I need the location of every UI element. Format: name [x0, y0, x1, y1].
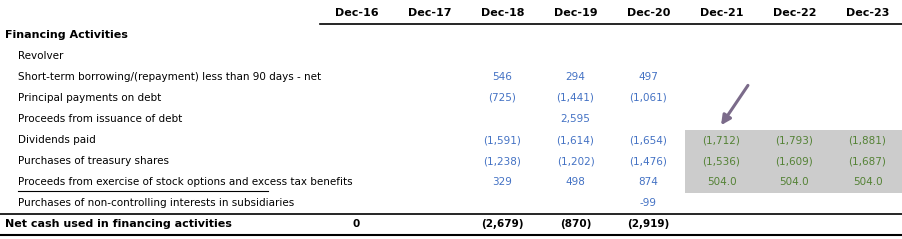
Text: (1,654): (1,654) [629, 135, 667, 145]
Text: Net cash used in financing activities: Net cash used in financing activities [5, 219, 232, 229]
Text: (1,609): (1,609) [775, 156, 813, 166]
Text: (870): (870) [559, 219, 591, 229]
Text: Dec-19: Dec-19 [553, 8, 596, 18]
Bar [685, 130, 902, 193]
Text: (1,536): (1,536) [702, 156, 740, 166]
Text: (2,919): (2,919) [627, 219, 669, 229]
Text: Proceeds from issuance of debt: Proceeds from issuance of debt [18, 114, 182, 124]
Text: -99: -99 [640, 198, 657, 208]
Text: (2,679): (2,679) [481, 219, 523, 229]
Text: Principal payments on debt: Principal payments on debt [18, 93, 161, 103]
Text: 0: 0 [353, 219, 360, 229]
Text: Dec-23: Dec-23 [845, 8, 888, 18]
Text: Dec-22: Dec-22 [772, 8, 815, 18]
Text: (1,687): (1,687) [848, 156, 886, 166]
Text: Dividends paid: Dividends paid [18, 135, 96, 145]
Text: (725): (725) [488, 93, 516, 103]
Text: Proceeds from exercise of stock options and excess tax benefits: Proceeds from exercise of stock options … [18, 177, 353, 187]
Text: (1,881): (1,881) [848, 135, 886, 145]
Text: Purchases of non-controlling interests in subsidiaries: Purchases of non-controlling interests i… [18, 198, 294, 208]
Text: (1,793): (1,793) [775, 135, 813, 145]
Text: Purchases of treasury shares: Purchases of treasury shares [18, 156, 169, 166]
Text: (1,202): (1,202) [556, 156, 594, 166]
Text: (1,441): (1,441) [556, 93, 594, 103]
Text: (1,712): (1,712) [702, 135, 740, 145]
Text: (1,591): (1,591) [483, 135, 520, 145]
Text: (1,061): (1,061) [629, 93, 667, 103]
Text: 546: 546 [492, 72, 511, 82]
Text: Dec-16: Dec-16 [335, 8, 378, 18]
Text: 2,595: 2,595 [560, 114, 590, 124]
Text: 504.0: 504.0 [851, 177, 881, 187]
Text: 294: 294 [565, 72, 584, 82]
Text: 504.0: 504.0 [778, 177, 808, 187]
Text: (1,476): (1,476) [629, 156, 667, 166]
Text: Financing Activities: Financing Activities [5, 30, 128, 39]
Text: 329: 329 [492, 177, 511, 187]
Text: Short-term borrowing/(repayment) less than 90 days - net: Short-term borrowing/(repayment) less th… [18, 72, 321, 82]
Text: (1,238): (1,238) [483, 156, 520, 166]
Text: 874: 874 [638, 177, 658, 187]
Text: Dec-20: Dec-20 [626, 8, 669, 18]
Text: 497: 497 [638, 72, 658, 82]
Text: Dec-17: Dec-17 [408, 8, 451, 18]
Text: Dec-21: Dec-21 [699, 8, 742, 18]
Text: (1,614): (1,614) [556, 135, 594, 145]
Text: 498: 498 [565, 177, 584, 187]
Text: 504.0: 504.0 [706, 177, 735, 187]
Text: Dec-18: Dec-18 [480, 8, 524, 18]
Text: Revolver: Revolver [18, 51, 63, 61]
